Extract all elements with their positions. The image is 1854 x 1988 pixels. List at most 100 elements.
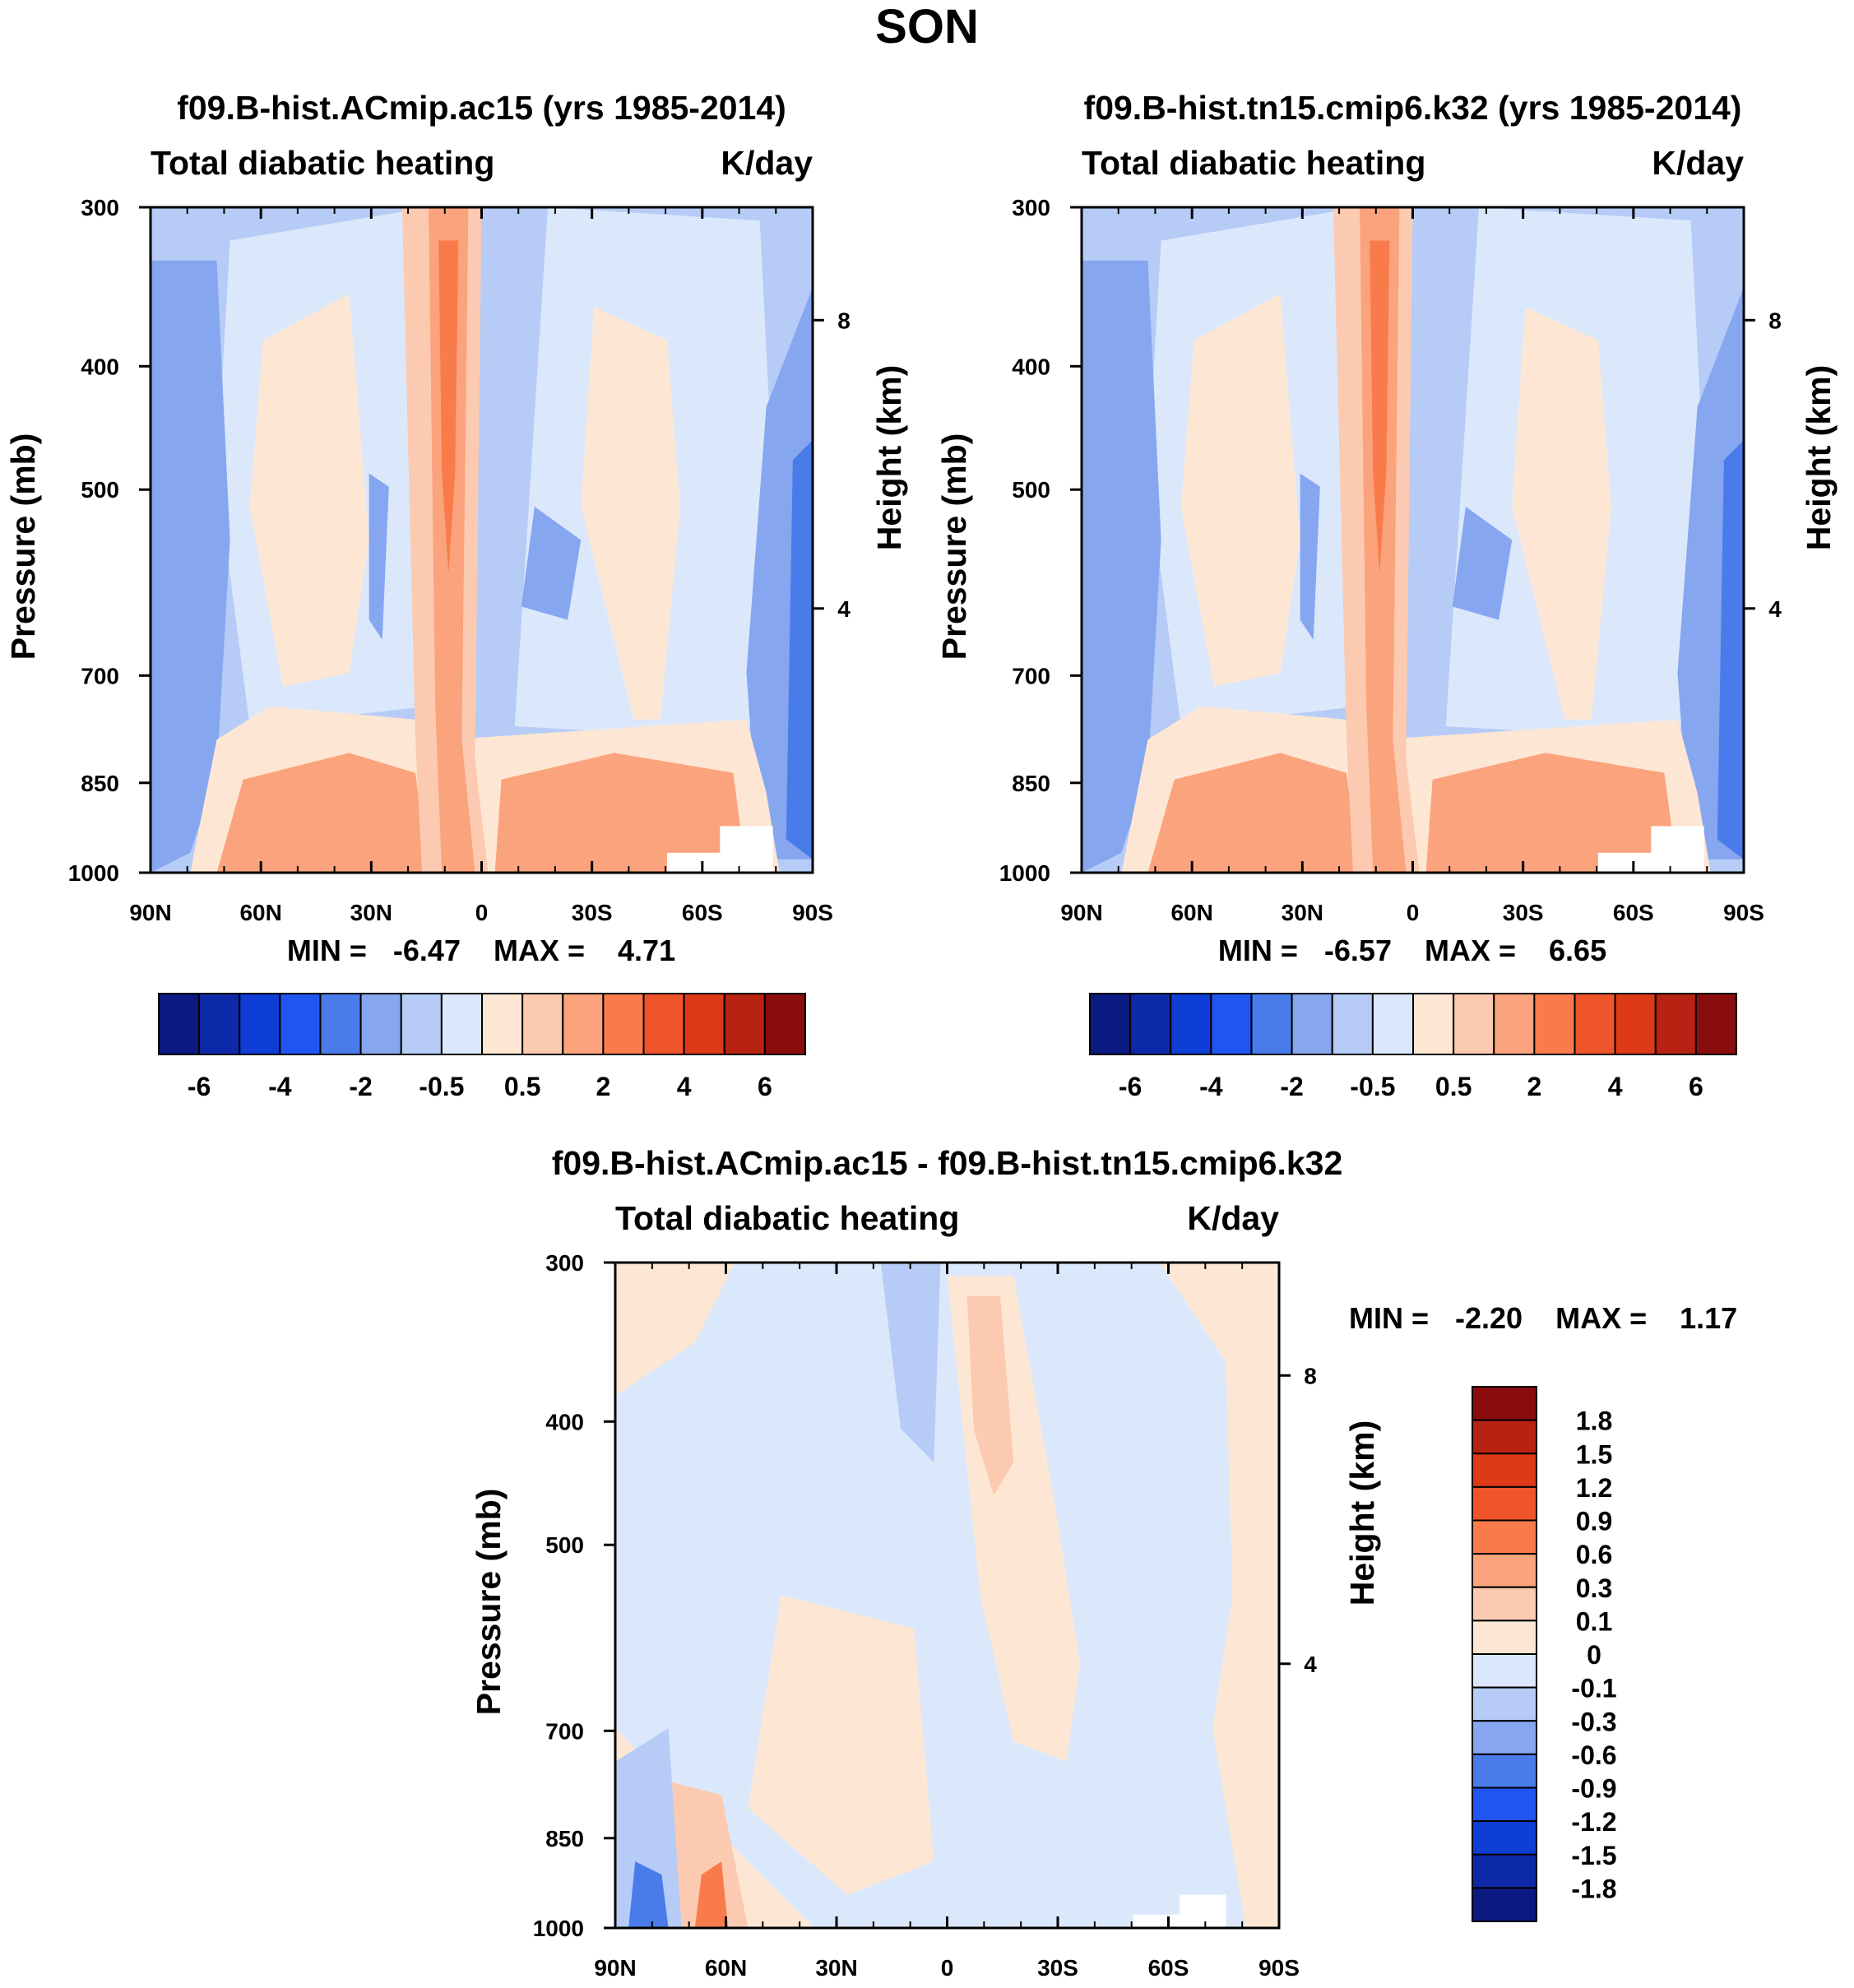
panel-title: f09.B-hist.ACmip.ac15 (yrs 1985-2014) bbox=[177, 89, 786, 127]
panel-title: f09.B-hist.ACmip.ac15 - f09.B-hist.tn15.… bbox=[552, 1144, 1343, 1182]
colorbar-label: -2 bbox=[349, 1072, 372, 1101]
y-tick-label: 700 bbox=[81, 663, 119, 688]
cooling-band-sh bbox=[966, 1295, 1014, 1496]
contour-field bbox=[151, 207, 813, 873]
cooling-pocket-nh bbox=[1300, 473, 1320, 640]
cooling-pocket-nh bbox=[368, 473, 389, 640]
colorbar-box bbox=[1250, 993, 1293, 1055]
y-axis-title-right: Height (km) bbox=[1800, 365, 1838, 551]
colorbar-label: -4 bbox=[268, 1072, 292, 1101]
colorbar-label: 0.3 bbox=[1576, 1573, 1612, 1603]
min-value: -2.20 bbox=[1447, 1301, 1523, 1335]
y-tick-label: 300 bbox=[545, 1250, 584, 1276]
colorbar-box bbox=[1291, 993, 1333, 1055]
colorbar-box bbox=[1472, 1386, 1537, 1421]
panel-right-string: K/day bbox=[1187, 1199, 1279, 1237]
min-max-stats: MIN = -6.47 MAX = 4.71 bbox=[287, 934, 675, 967]
strong-cooling-antarctic bbox=[786, 440, 813, 860]
x-tick-label: 90S bbox=[1258, 1955, 1300, 1981]
colorbar-box bbox=[1654, 993, 1697, 1055]
x-tick-label: 90N bbox=[129, 900, 171, 925]
y-tick-label: 300 bbox=[81, 195, 119, 220]
boundary-layer-heating-nh bbox=[216, 753, 429, 873]
strong-heating-arctic-surface bbox=[628, 1861, 669, 1928]
x-tick-label: 30N bbox=[1282, 900, 1323, 925]
itcz-column-core bbox=[438, 240, 459, 573]
min-label: MIN = bbox=[1218, 934, 1298, 967]
x-tick-label: 60N bbox=[239, 900, 281, 925]
x-tick-label: 30N bbox=[815, 1955, 857, 1981]
colorbar: -6 -4 -2 -0.5 0.5 2 4 6 bbox=[158, 993, 806, 1101]
colorbar-box bbox=[1472, 1653, 1537, 1689]
heating-arctic-surface bbox=[615, 1728, 682, 1928]
min-value: -6.57 bbox=[1316, 934, 1392, 967]
colorbar-label: 0.1 bbox=[1576, 1606, 1612, 1636]
y-axis-title: Pressure (mb) bbox=[4, 433, 42, 660]
colorbar-box bbox=[763, 993, 806, 1055]
colorbar-box bbox=[1472, 1786, 1537, 1823]
y-right-tick-label: 8 bbox=[1768, 308, 1782, 333]
colorbar-box bbox=[198, 993, 241, 1055]
colorbar-box bbox=[481, 993, 524, 1055]
colorbar-vertical: 1.81.51.20.90.60.30.10-0.1-0.3-0.6-0.9-1… bbox=[1472, 1386, 1617, 1922]
colorbar-box bbox=[1614, 993, 1657, 1055]
colorbar-box bbox=[1129, 993, 1172, 1055]
x-tick-label: 30N bbox=[350, 900, 392, 925]
y-tick-label: 700 bbox=[545, 1718, 584, 1744]
colorbar-box bbox=[400, 993, 443, 1055]
colorbar-box bbox=[562, 993, 605, 1055]
y-right-tick-label: 4 bbox=[1768, 596, 1782, 622]
itcz-column-core bbox=[1370, 240, 1390, 573]
x-tick-label: 90N bbox=[594, 1955, 636, 1981]
colorbar-box bbox=[1472, 1720, 1537, 1755]
y-tick-label: 700 bbox=[1012, 663, 1050, 688]
y-axis-title: Pressure (mb) bbox=[935, 433, 973, 660]
colorbar-box bbox=[1493, 993, 1536, 1055]
colorbar-box bbox=[683, 993, 725, 1055]
cooling-arctic bbox=[1082, 260, 1161, 873]
y-tick-label: 850 bbox=[1012, 771, 1050, 796]
max-value: 1.17 bbox=[1671, 1301, 1737, 1335]
min-value: -6.47 bbox=[385, 934, 461, 967]
y-tick-label: 500 bbox=[81, 477, 119, 503]
colorbar-label: 1.2 bbox=[1576, 1473, 1612, 1503]
y-tick-label: 500 bbox=[545, 1532, 584, 1558]
colorbar-box bbox=[1472, 1586, 1537, 1622]
colorbar-label: -4 bbox=[1199, 1072, 1223, 1101]
colorbar-box bbox=[1472, 1820, 1537, 1856]
x-tick-label: 90N bbox=[1060, 900, 1102, 925]
y-right-tick-label: 8 bbox=[837, 308, 851, 333]
colorbar-label: -2 bbox=[1280, 1072, 1303, 1101]
colorbar-box bbox=[158, 993, 201, 1055]
max-value: 4.71 bbox=[610, 934, 675, 967]
y-tick-label: 850 bbox=[81, 771, 119, 796]
cooling-pocket-sh bbox=[521, 507, 582, 620]
colorbar-box bbox=[1371, 993, 1414, 1055]
x-tick-label: 0 bbox=[1407, 900, 1420, 925]
missing-data-area bbox=[1597, 826, 1704, 873]
colorbar-box bbox=[1472, 1887, 1537, 1922]
x-tick-label: 60S bbox=[1613, 900, 1654, 925]
y-tick-label: 1000 bbox=[533, 1916, 584, 1941]
y-tick-label: 400 bbox=[1012, 354, 1050, 379]
panel-left-string: Total diabatic heating bbox=[615, 1199, 959, 1237]
max-label: MAX = bbox=[1547, 1301, 1647, 1335]
max-label: MAX = bbox=[1416, 934, 1516, 967]
panel-right-string: K/day bbox=[1652, 144, 1744, 182]
y-right-tick-label: 4 bbox=[1304, 1652, 1317, 1677]
colorbar-label: -0.5 bbox=[419, 1072, 464, 1101]
colorbar-box bbox=[239, 993, 281, 1055]
missing-data-area bbox=[666, 826, 773, 873]
min-max-stats: MIN = -2.20 MAX = 1.17 bbox=[1349, 1301, 1737, 1335]
colorbar-box bbox=[1089, 993, 1132, 1055]
strong-cooling-60n bbox=[694, 1861, 729, 1928]
colorbar-box bbox=[1412, 993, 1455, 1055]
y-axis-title: Pressure (mb) bbox=[470, 1489, 508, 1716]
colorbar-box bbox=[723, 993, 766, 1055]
colorbar-box bbox=[1170, 993, 1212, 1055]
colorbar-box bbox=[642, 993, 685, 1055]
y-tick-label: 1000 bbox=[68, 860, 119, 886]
colorbar-box bbox=[1472, 1519, 1537, 1555]
cooling-region-60n bbox=[668, 1782, 749, 1928]
colorbar-box bbox=[1210, 993, 1253, 1055]
